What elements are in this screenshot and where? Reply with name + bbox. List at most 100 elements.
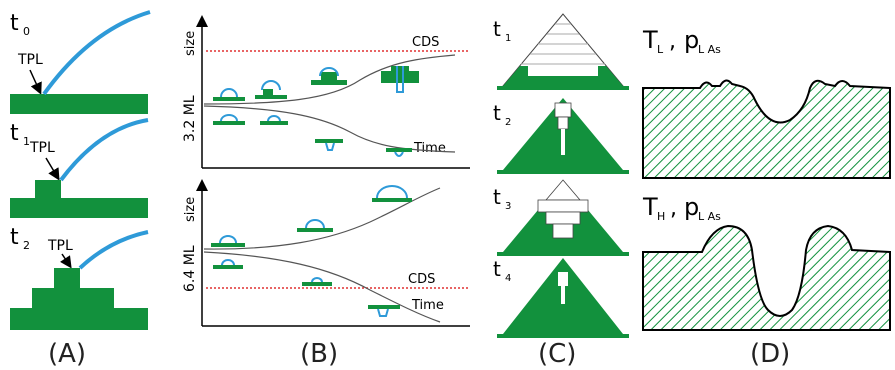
pressure-label: p	[684, 26, 699, 54]
island-icon	[368, 305, 400, 317]
tpl-label: TPL	[29, 140, 55, 156]
island-layer	[54, 268, 80, 288]
separator: ,	[669, 29, 676, 54]
void	[552, 223, 574, 239]
panel-b-bottom-plot: size 6.4 ML CDS Time	[182, 179, 470, 327]
panel-a-step-t2: t 2 TPL	[10, 225, 149, 330]
panel-a-label: (A)	[48, 339, 86, 369]
time-label: t	[493, 257, 501, 281]
panel-d-bottom: T H , p L As	[642, 193, 891, 331]
panel-d-top: T L , p L As	[642, 26, 891, 179]
thickness-label: 6.4 ML	[182, 245, 198, 292]
growth-curve	[203, 187, 441, 250]
island-icon	[255, 80, 287, 99]
layer-lines	[521, 23, 605, 65]
island-icon	[302, 277, 332, 286]
time-sub-t2: 2	[23, 239, 30, 252]
panel-c-step-t2: t 2	[493, 98, 629, 174]
void	[561, 286, 565, 304]
thickness-label: 3.2 ML	[182, 95, 198, 142]
temperature-label: T	[642, 26, 658, 54]
substrate-line	[497, 86, 629, 90]
panel-a-step-t1: t 1 TPL	[10, 118, 149, 218]
y-axis-label: size	[183, 31, 198, 56]
island-icon	[311, 67, 347, 85]
y-axis-label: size	[183, 197, 198, 222]
void	[561, 129, 565, 155]
tpl-arrow	[29, 69, 42, 95]
void	[554, 102, 572, 118]
panel-a: t 0 TPL t 1 TPL t 2 TPL (A)	[10, 10, 151, 369]
panel-c-step-t3: t 3	[493, 179, 629, 256]
panel-c-step-t1: t 1	[493, 13, 629, 90]
x-axis-label: Time	[411, 298, 444, 313]
time-label: t	[493, 185, 501, 209]
x-axis-label: Time	[413, 141, 446, 156]
pressure-label: p	[684, 193, 699, 221]
panel-c: t 1 t 2 t 3	[493, 13, 629, 369]
island-icon	[372, 185, 412, 202]
time-label-t0: t	[10, 11, 19, 36]
panel-c-label: (C)	[538, 339, 576, 369]
island-layer	[35, 180, 61, 198]
surface-profile-high-temp	[642, 224, 891, 331]
interface-curve	[59, 118, 149, 182]
island-icon	[297, 219, 333, 232]
pressure-sub: L As	[698, 210, 721, 223]
island-icon	[315, 139, 343, 151]
cds-label: CDS	[408, 272, 435, 287]
substrate-line	[497, 334, 629, 338]
void	[537, 199, 589, 213]
temperature-sub: H	[657, 210, 665, 223]
island-icon	[213, 114, 245, 125]
time-sub: 2	[505, 117, 511, 128]
island-icon	[213, 259, 243, 269]
shrink-curve	[203, 251, 441, 323]
panel-b: size 3.2 ML CDS Time	[182, 15, 470, 369]
substrate-block	[10, 198, 148, 218]
temperature-label: T	[642, 193, 658, 221]
temperature-sub: L	[657, 43, 664, 56]
panel-b-label: (B)	[300, 339, 338, 369]
island-icon	[381, 66, 419, 93]
pressure-sub: L As	[698, 43, 721, 56]
interface-curve	[78, 230, 149, 270]
interface-curve	[42, 10, 151, 96]
panel-d: T L , p L As T H , p L As (D)	[642, 26, 891, 369]
substrate-line	[497, 252, 629, 256]
panel-d-label: (D)	[750, 339, 790, 369]
void	[558, 272, 568, 286]
tpl-label: TPL	[47, 238, 73, 254]
time-sub: 4	[505, 273, 511, 284]
island-icon	[260, 115, 288, 125]
time-label-t1: t	[10, 121, 19, 146]
time-label: t	[493, 101, 501, 125]
void	[545, 211, 581, 225]
panel-a-step-t0: t 0 TPL	[10, 10, 151, 114]
island-layer	[32, 288, 114, 308]
island-icon	[386, 148, 412, 157]
time-sub: 3	[505, 201, 511, 212]
substrate-block	[10, 94, 148, 114]
surface-profile-low-temp	[642, 79, 891, 179]
filled-base	[503, 66, 623, 86]
time-label-t2: t	[10, 225, 19, 250]
separator: ,	[670, 196, 677, 221]
tpl-label: TPL	[17, 52, 43, 68]
substrate-block	[10, 308, 148, 330]
tpl-arrow	[45, 157, 60, 181]
panel-b-top-plot: size 3.2 ML CDS Time	[182, 15, 470, 169]
cds-label: CDS	[412, 35, 439, 50]
tpl-arrow	[60, 253, 72, 269]
island-icon	[213, 88, 245, 101]
panel-c-step-t4: t 4	[493, 257, 629, 338]
substrate-line	[497, 170, 629, 174]
growth-curve	[203, 54, 456, 105]
time-sub-t0: 0	[23, 25, 30, 38]
void	[545, 179, 581, 201]
void	[557, 116, 569, 130]
time-sub-t1: 1	[23, 135, 30, 148]
time-sub: 1	[505, 33, 511, 44]
island-icon	[211, 235, 245, 247]
